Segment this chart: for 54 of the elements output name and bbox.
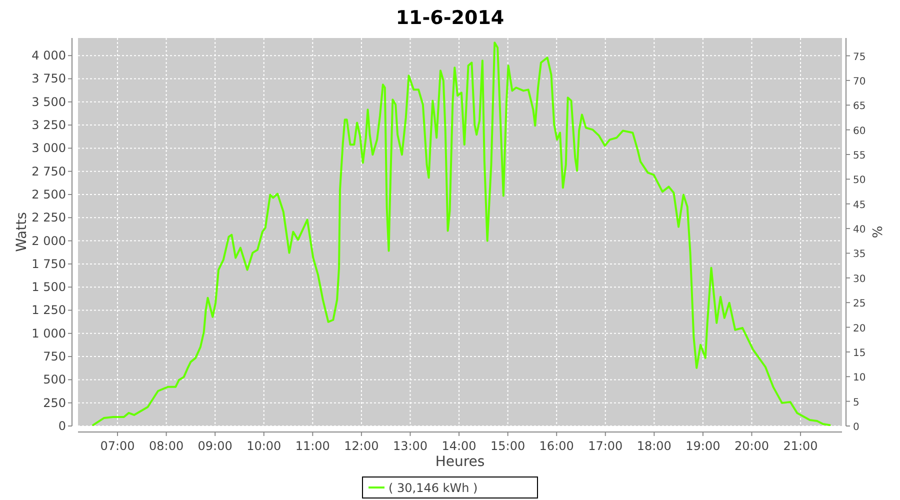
- y-tick-label: 3 500: [32, 94, 66, 109]
- x-tick-label: 09:00: [198, 439, 232, 453]
- x-tick-label: 19:00: [686, 439, 720, 453]
- y-tick-label: 1 750: [32, 256, 66, 271]
- y-axis-title: Watts: [14, 212, 30, 252]
- x-tick-label: 13:00: [392, 439, 428, 453]
- y-tick-label: 2 000: [32, 234, 66, 248]
- legend-label: ( 30,146 kWh ): [388, 481, 478, 495]
- y-tick-label: 1 500: [32, 280, 66, 294]
- y2-tick-label: 45: [853, 200, 866, 211]
- y-tick-label: 1 000: [32, 326, 66, 340]
- x-tick-label: 14:00: [442, 439, 476, 453]
- y2-tick-label: 40: [853, 224, 866, 236]
- y-tick-label: 3 250: [32, 118, 66, 132]
- x-tick-label: 18:00: [636, 439, 672, 453]
- line-series: [92, 42, 831, 426]
- y2-tick-label: 20: [853, 323, 866, 334]
- x-tick-label: 10:00: [246, 439, 282, 453]
- y2-axis-title: %: [871, 226, 886, 238]
- y2-tick-label: 55: [853, 150, 866, 162]
- x-tick-label: 21:00: [783, 439, 818, 453]
- y2-tick-label: 75: [853, 52, 866, 63]
- x-axis-title: Heures: [435, 454, 485, 470]
- x-tick-label: 11:00: [295, 439, 330, 453]
- chart-title: 11-6-2014: [396, 7, 504, 29]
- y2-tick-label: 65: [853, 101, 866, 112]
- x-tick-label: 16:00: [539, 439, 574, 453]
- y-tick-label: 750: [43, 350, 66, 364]
- y2-tick-label: 30: [853, 274, 866, 285]
- x-tick-label: 20:00: [734, 439, 770, 453]
- y2-tick-label: 5: [853, 397, 860, 408]
- y2-tick-label: 70: [853, 76, 866, 88]
- y2-tick-label: 15: [853, 348, 866, 359]
- y2-tick-label: 35: [853, 249, 866, 260]
- y2-tick-label: 60: [853, 126, 866, 137]
- y-tick-label: 1 250: [32, 303, 66, 318]
- y-tick-label: 2 500: [32, 187, 66, 202]
- y-tick-label: 3 750: [32, 72, 66, 86]
- y-tick-label: 4 000: [32, 48, 66, 63]
- y2-tick-label: 0: [853, 422, 860, 433]
- x-tick-label: 12:00: [344, 439, 379, 453]
- y-tick-label: 2 250: [32, 210, 66, 225]
- x-tick-label: 08:00: [149, 439, 184, 453]
- y2-tick-label: 10: [853, 372, 866, 384]
- x-tick-label: 15:00: [490, 439, 526, 453]
- y-tick-label: 2 750: [32, 164, 66, 178]
- y-tick-label: 500: [43, 372, 66, 387]
- y2-tick-label: 25: [853, 298, 866, 310]
- y-tick-label: 3 000: [32, 141, 66, 156]
- x-tick-label: 07:00: [100, 439, 135, 453]
- x-tick-label: 17:00: [588, 439, 623, 453]
- y-tick-label: 0: [58, 419, 66, 433]
- y-tick-label: 250: [43, 396, 66, 410]
- y2-tick-label: 50: [853, 175, 866, 186]
